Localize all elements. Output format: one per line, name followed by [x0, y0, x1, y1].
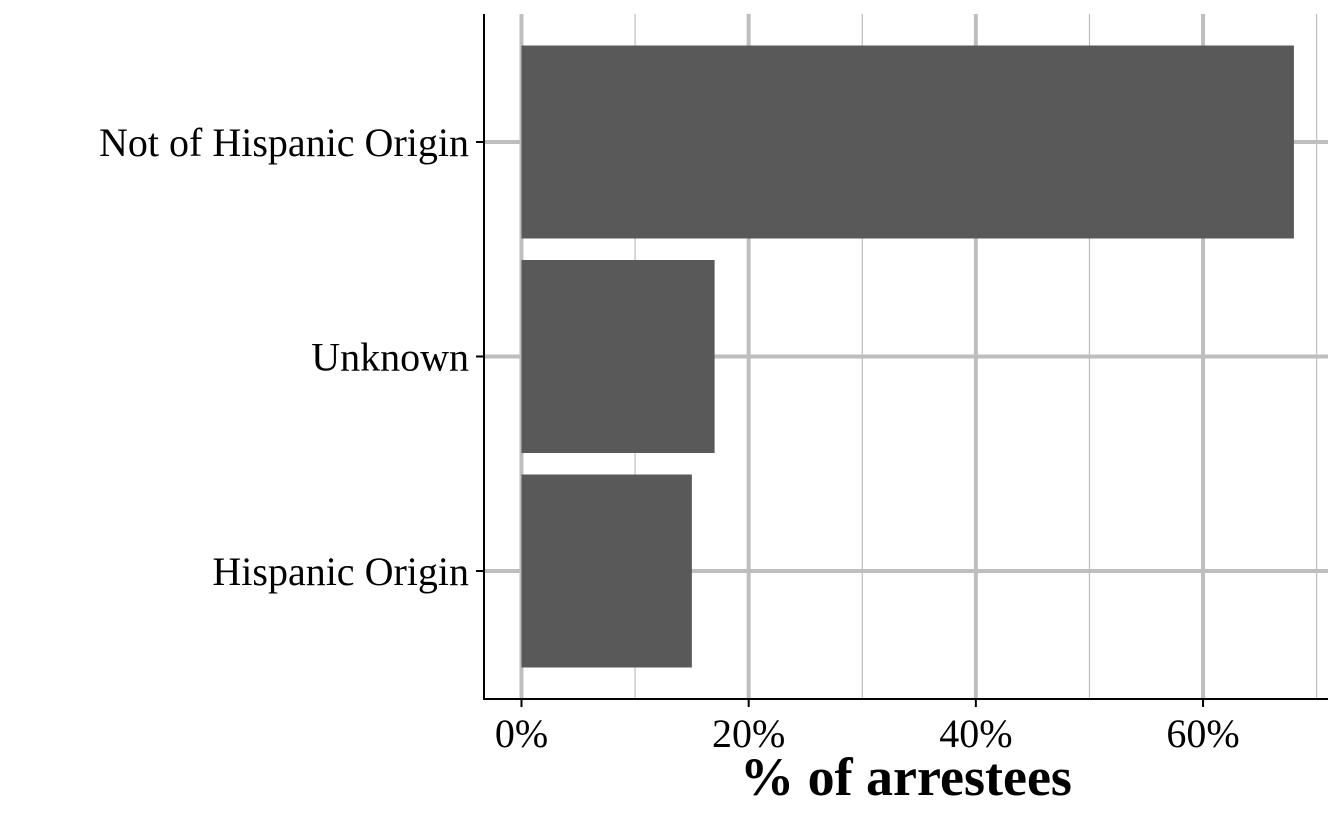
bar: [521, 260, 715, 453]
y-tick-label: Hispanic Origin: [212, 549, 469, 594]
y-tick-label: Unknown: [311, 335, 469, 380]
x-tick-label: 60%: [1166, 711, 1239, 756]
x-tick-label: 20%: [712, 711, 785, 756]
x-axis-title: % of arrestees: [740, 747, 1072, 807]
bar: [521, 474, 692, 668]
label-layer: Not of Hispanic Origin Unknown Hispanic Or…: [99, 120, 1240, 756]
x-tick-label: 0%: [495, 711, 548, 756]
bar: [521, 45, 1294, 239]
bar-layer: [521, 45, 1294, 668]
x-tick-label: 40%: [939, 711, 1012, 756]
y-tick-label: Not of Hispanic Origin: [99, 120, 469, 165]
axis-layer: [476, 14, 1328, 707]
